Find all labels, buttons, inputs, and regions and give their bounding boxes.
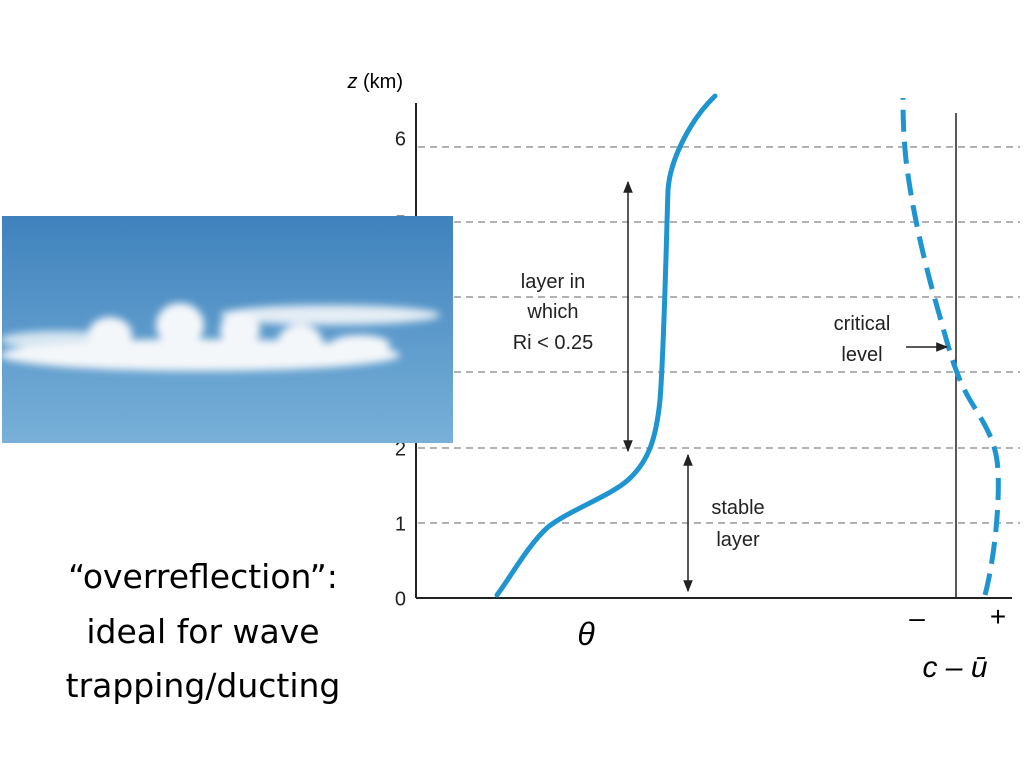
stable-label: layer xyxy=(716,529,760,551)
y-tick-label: 6 xyxy=(395,128,406,150)
cloud-photo xyxy=(0,216,453,443)
axis-label: z (km) xyxy=(346,71,403,93)
layer-label: layer in xyxy=(521,271,585,293)
y-tick-label: 0 xyxy=(395,588,406,610)
critical-label: level xyxy=(841,344,882,366)
grid xyxy=(418,146,1020,524)
plus-label: + xyxy=(990,601,1006,632)
axis-variable: z xyxy=(346,71,357,93)
axis-unit: (km) xyxy=(363,71,403,93)
wind-label: c – ū xyxy=(922,651,987,684)
theta-profile xyxy=(494,93,718,598)
stable-label: stable xyxy=(711,497,764,519)
minus-label: – xyxy=(909,602,925,633)
critical-label: critical xyxy=(834,313,891,335)
layer-label: which xyxy=(526,301,578,323)
layer-label: Ri < 0.25 xyxy=(513,332,594,354)
wind-profile xyxy=(900,97,1001,596)
y-tick-label: 1 xyxy=(395,513,406,535)
caption-line: “overreflection”: xyxy=(68,557,338,596)
photo-clouds xyxy=(0,303,440,371)
theta-label: θ xyxy=(577,616,595,652)
caption-line: trapping/ducting xyxy=(66,666,341,705)
caption-line: ideal for wave xyxy=(86,612,319,651)
y-tick-label: 2 xyxy=(395,438,406,460)
